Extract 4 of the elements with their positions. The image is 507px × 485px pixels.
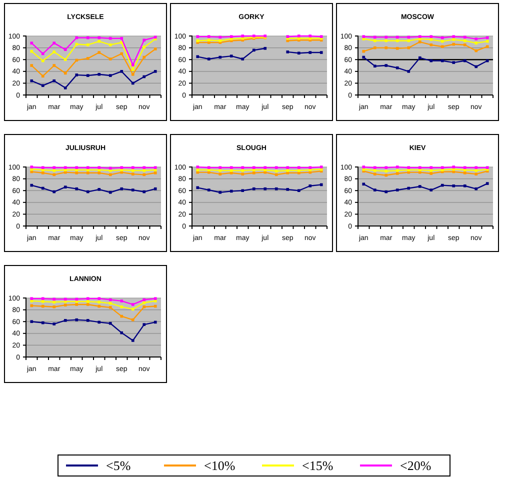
legend-label: <10% <box>204 458 236 473</box>
legend-label: <15% <box>302 458 334 473</box>
legend-label: <20% <box>400 458 432 473</box>
legend-label: <5% <box>106 458 131 473</box>
